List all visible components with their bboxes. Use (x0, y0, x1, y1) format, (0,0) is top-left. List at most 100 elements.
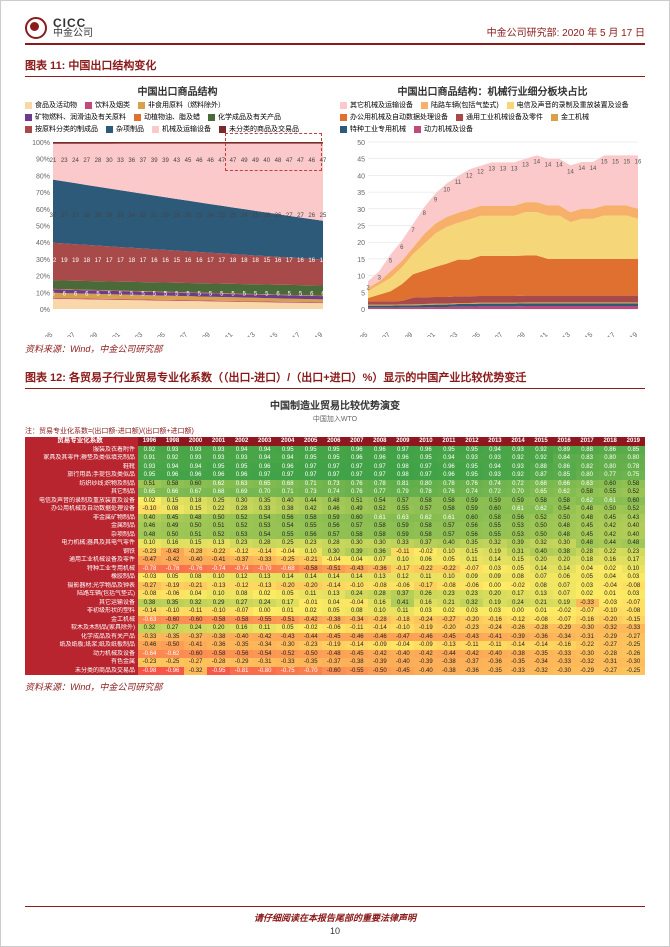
logo-icon (25, 17, 47, 39)
svg-text:2011: 2011 (533, 331, 549, 337)
svg-text:47: 47 (297, 158, 304, 164)
svg-text:15: 15 (173, 258, 180, 264)
svg-text:39: 39 (162, 158, 169, 164)
svg-text:100%: 100% (32, 140, 50, 147)
svg-text:60%: 60% (35, 207, 49, 214)
svg-text:28: 28 (94, 158, 101, 164)
svg-text:2005: 2005 (465, 331, 481, 337)
svg-text:70%: 70% (35, 190, 49, 197)
svg-text:31: 31 (150, 213, 157, 219)
svg-text:90%: 90% (35, 157, 49, 164)
svg-text:40: 40 (263, 158, 270, 164)
svg-text:20%: 20% (35, 274, 49, 281)
svg-text:18: 18 (240, 258, 247, 264)
svg-text:2007: 2007 (488, 331, 504, 337)
svg-text:2019: 2019 (308, 331, 324, 337)
svg-text:50: 50 (357, 140, 365, 147)
svg-text:32: 32 (139, 213, 146, 219)
svg-text:16: 16 (184, 258, 191, 264)
svg-text:13: 13 (499, 166, 506, 172)
svg-text:12: 12 (477, 170, 484, 176)
svg-text:1995: 1995 (353, 331, 369, 337)
svg-text:14: 14 (555, 163, 562, 169)
svg-text:26: 26 (173, 213, 180, 219)
svg-text:27: 27 (83, 158, 90, 164)
svg-text:17: 17 (139, 258, 146, 264)
svg-text:2005: 2005 (150, 331, 166, 337)
svg-text:47: 47 (229, 158, 236, 164)
svg-text:2017: 2017 (285, 331, 301, 337)
fig12-heat-sub: 中国加入WTO (25, 414, 645, 424)
svg-text:45: 45 (184, 158, 191, 164)
svg-text:37: 37 (72, 213, 79, 219)
svg-text:2015: 2015 (263, 331, 279, 337)
fig12-src: 资料来源：Wind，中金公司研究部 (25, 680, 645, 693)
svg-text:33: 33 (117, 158, 124, 164)
svg-text:1995: 1995 (38, 331, 54, 337)
svg-text:14: 14 (544, 163, 551, 169)
svg-text:16: 16 (634, 159, 641, 165)
svg-text:11: 11 (454, 180, 461, 186)
svg-text:10: 10 (357, 274, 365, 281)
svg-text:48: 48 (274, 158, 281, 164)
fig11-left-svg: 0%10%20%30%40%50%60%70%80%90%100%1995199… (28, 137, 328, 337)
svg-text:18: 18 (229, 258, 236, 264)
svg-text:1997: 1997 (375, 331, 391, 337)
svg-text:15: 15 (357, 257, 365, 264)
fig11-left: 中国出口商品结构 食品及活动物饮料及烟类非食用原料（燃料除外）矿物燃料、润滑油及… (25, 83, 330, 337)
svg-text:5: 5 (361, 290, 365, 297)
svg-text:16: 16 (297, 258, 304, 264)
svg-text:15: 15 (612, 159, 619, 165)
header-date: 中金公司研究部: 2020 年 5 月 17 日 (487, 24, 645, 39)
svg-text:38: 38 (105, 213, 112, 219)
svg-text:50%: 50% (35, 224, 49, 231)
svg-text:2013: 2013 (555, 331, 571, 337)
svg-text:30: 30 (357, 207, 365, 214)
svg-text:13: 13 (510, 166, 517, 172)
fig12-heatmap: 中国制造业贸易比较优势演变 中国加入WTO 注：贸易专业化系数=(出口额-进口额… (25, 395, 645, 675)
svg-text:13: 13 (522, 163, 529, 169)
footer-text: 请仔细阅读在本报告尾部的重要法律声明 (1, 911, 669, 924)
svg-text:24: 24 (240, 213, 247, 219)
svg-text:46: 46 (308, 158, 315, 164)
logo-text-cn: 中金公司 (53, 29, 93, 39)
svg-text:17: 17 (117, 258, 124, 264)
fig11-src: 资料来源：Wind，中金公司研究部 (25, 342, 645, 355)
svg-text:40%: 40% (35, 240, 49, 247)
page-header: CICC 中金公司 中金公司研究部: 2020 年 5 月 17 日 (25, 17, 645, 45)
svg-text:13: 13 (488, 166, 495, 172)
svg-text:26: 26 (274, 213, 281, 219)
svg-text:30%: 30% (35, 257, 49, 264)
svg-text:26: 26 (184, 213, 191, 219)
heatmap-table: 贸易专业化系数199619982000200120022003200420052… (25, 437, 645, 675)
svg-text:40: 40 (357, 173, 365, 180)
svg-text:38: 38 (83, 213, 90, 219)
footer: 请仔细阅读在本报告尾部的重要法律声明 10 (1, 906, 669, 936)
svg-text:24: 24 (207, 213, 214, 219)
logo: CICC 中金公司 (25, 17, 93, 39)
svg-text:10: 10 (443, 187, 450, 193)
svg-text:23: 23 (218, 213, 225, 219)
svg-text:2003: 2003 (443, 331, 459, 337)
fig11-right: 中国出口商品结构：机械行业细分板块占比 其它机械及运输设备陆路车辆(包括气垫式)… (340, 83, 645, 337)
fig12-heat-note: 注：贸易专业化系数=(出口额-进口额)/(出口额+进口额) (25, 426, 645, 436)
svg-text:16: 16 (319, 258, 326, 264)
svg-text:30: 30 (105, 158, 112, 164)
fig11-left-legend: 食品及活动物饮料及烟类非食用原料（燃料除外）矿物燃料、润滑油及有关原料动植物油、… (21, 100, 334, 134)
svg-text:39: 39 (94, 213, 101, 219)
svg-text:14: 14 (533, 159, 540, 165)
svg-text:2017: 2017 (600, 331, 616, 337)
svg-text:12: 12 (465, 173, 472, 179)
page-number: 10 (1, 926, 669, 936)
fig11-title: 图表 11: 中国出口结构变化 (25, 53, 645, 77)
svg-text:22: 22 (49, 258, 56, 264)
svg-text:29: 29 (162, 213, 169, 219)
svg-text:19: 19 (72, 258, 79, 264)
svg-text:25: 25 (319, 213, 326, 219)
svg-text:16: 16 (150, 258, 157, 264)
svg-text:35: 35 (117, 213, 124, 219)
svg-text:25: 25 (195, 213, 202, 219)
svg-text:16: 16 (274, 258, 281, 264)
svg-text:80%: 80% (35, 173, 49, 180)
svg-text:47: 47 (218, 158, 225, 164)
